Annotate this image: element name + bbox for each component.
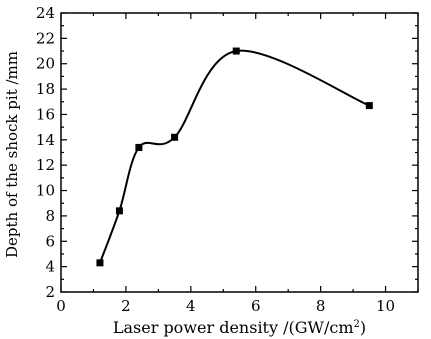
x-tick-label: 2 [121,297,131,315]
x-axis-label-suffix: ) [360,318,366,337]
data-points [96,47,373,267]
plot-border [60,12,419,293]
data-point-marker [135,143,143,151]
data-point-marker [365,102,373,110]
data-point-marker [171,133,179,141]
x-tick-label: 6 [251,297,261,315]
y-tick-label: 14 [36,131,55,149]
y-tick-label: 20 [36,55,55,73]
plot-frame [60,12,419,293]
data-point-marker [232,47,240,55]
x-tick-label: 10 [376,297,395,315]
y-tick-label: 6 [45,232,55,250]
y-tick-label: 24 [36,4,55,22]
x-tick-label: 8 [316,297,326,315]
y-tick-label: 16 [36,105,55,123]
series-line [99,49,370,264]
y-tick-label: 12 [36,156,55,174]
x-axis-label-main: Laser power density /(GW/cm [113,318,354,337]
x-tick-label: 4 [186,297,196,315]
y-tick-label: 2 [45,283,55,301]
y-tick-label: 18 [36,80,55,98]
y-tick-label: 10 [36,182,55,200]
series-curve [99,49,370,264]
x-tick-label: 0 [56,297,66,315]
x-axis-ticks: 0 2 4 6 8 10 [56,13,419,315]
x-axis-label: Laser power density /(GW/cm2) [113,318,366,337]
y-tick-label: 4 [45,258,55,276]
y-axis-label: Depth of the shock pit /mm [3,51,21,258]
x-axis-label-superscript: 2 [354,319,360,330]
y-tick-label: 8 [45,207,55,225]
data-point-marker [115,207,123,215]
y-tick-label: 22 [36,29,55,47]
data-point-marker [96,259,104,267]
